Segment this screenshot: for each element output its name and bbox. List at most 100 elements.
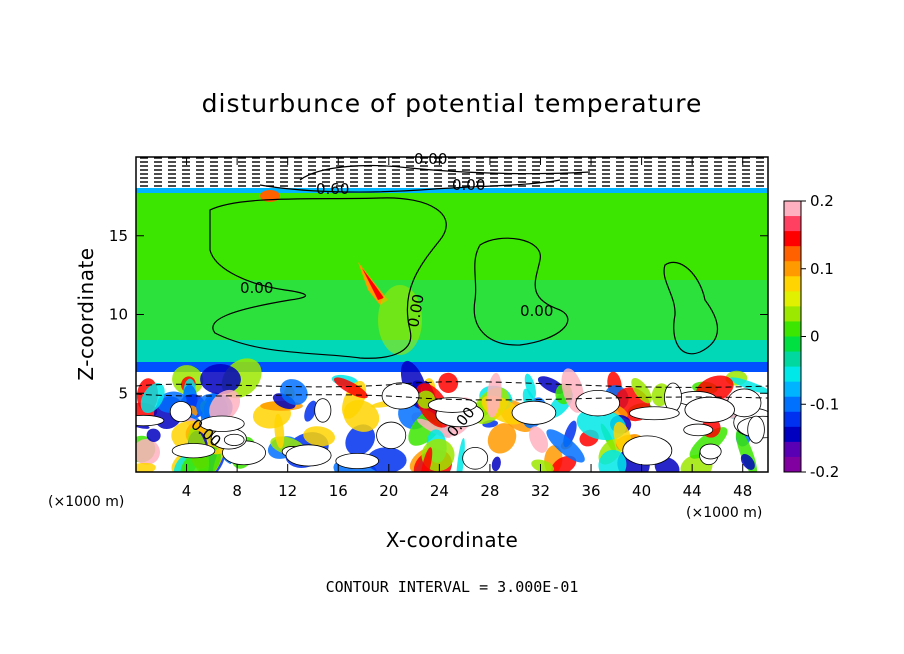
- colorbar-band: [784, 201, 801, 217]
- x-tick-label: 8: [232, 482, 242, 500]
- turbulence-contour: [747, 415, 765, 444]
- colorbar-band: [784, 396, 801, 413]
- turbulence-blob: [524, 373, 536, 399]
- colorbar-band: [784, 276, 801, 292]
- x-tick-label: 12: [278, 482, 297, 500]
- colorbar-band: [784, 366, 801, 383]
- y-tick-label: 15: [109, 227, 128, 245]
- turbulence-contour: [427, 397, 477, 413]
- contour-label: 0.00: [404, 293, 428, 329]
- turbulence-blob: [303, 426, 336, 447]
- turbulence-blob: [456, 437, 465, 472]
- contour-interval-note: CONTOUR INTERVAL = 3.000E-01: [326, 578, 579, 596]
- field-band-blue: [136, 362, 768, 372]
- turbulence-contour: [376, 421, 407, 450]
- colorbar-band: [784, 381, 801, 398]
- turbulence-blob: [598, 449, 627, 472]
- heatmap-field: [136, 157, 768, 472]
- colorbar-band: [784, 261, 801, 277]
- colorbar-band: [784, 351, 801, 368]
- turbulence-contour: [223, 433, 245, 446]
- colorbar-band: [784, 456, 801, 473]
- turbulence-blob: [689, 427, 728, 459]
- turbulence-contour: [511, 400, 557, 425]
- turbulence-blob: [529, 426, 549, 453]
- colorbar-tick-label: -0.1: [810, 395, 839, 413]
- turbulence-blob: [136, 462, 156, 472]
- turbulence-blob: [487, 423, 517, 454]
- colorbar-band: [784, 426, 801, 443]
- turbulence-blob: [333, 377, 368, 399]
- contour-label: 0.00: [520, 302, 553, 320]
- colorbar-band: [784, 216, 801, 232]
- turbulence-blob: [200, 364, 241, 395]
- x-tick-label: 4: [182, 482, 192, 500]
- x-tick-label: 44: [683, 482, 702, 500]
- field-warm-plume-core: [362, 268, 384, 300]
- turbulence-contour: [684, 396, 735, 423]
- x-unit-label-right: (×1000 m): [686, 505, 762, 521]
- contour-0-left: [209, 197, 447, 359]
- turbulence-contour: [136, 414, 165, 427]
- contour-0-right: [663, 261, 718, 355]
- turbulence-blob: [366, 447, 407, 472]
- turbulence-blob: [209, 389, 241, 422]
- turbulence-blob: [486, 372, 502, 418]
- turbulence-blob: [304, 400, 317, 422]
- x-axis-label: X-coordinate: [386, 528, 519, 552]
- turbulence-contour: [199, 415, 245, 432]
- turbulence-blob: [140, 382, 165, 413]
- turbulence-contour: [575, 389, 621, 417]
- turbulence-contour: [699, 443, 722, 460]
- colorbar-band: [784, 321, 801, 337]
- colorbar-tick-label: 0.1: [810, 260, 834, 278]
- x-tick-label: 32: [531, 482, 550, 500]
- chart-title: disturbunce of potential temperature: [202, 89, 703, 118]
- colorbar-band: [784, 336, 801, 353]
- turbulence-blob: [551, 455, 577, 472]
- field-lower-blobs: [136, 358, 768, 472]
- turbulence-contour: [169, 401, 193, 423]
- turbulence-blob: [491, 456, 501, 472]
- colorbar-band: [784, 231, 801, 247]
- turbulence-blob: [343, 400, 380, 432]
- turbulence-blob: [136, 439, 160, 465]
- turbulence-blob: [420, 447, 433, 472]
- y-axis-ticks: 5 10 15: [109, 227, 768, 402]
- contour-neg-2: [136, 393, 768, 401]
- x-tick-label: 28: [480, 482, 499, 500]
- turbulence-contour: [683, 423, 714, 437]
- contour-label: 0.60: [316, 180, 349, 198]
- contour-label: 0.00: [240, 279, 273, 297]
- x-axis-ticks: 4 8 12 16 20 24 28 32 36 40 44 48: [182, 157, 752, 500]
- x-tick-label: 20: [379, 482, 398, 500]
- turbulence-blob: [274, 413, 285, 449]
- contour-neg-1: [136, 381, 768, 388]
- field-top-contours: [136, 157, 768, 191]
- x-tick-label: 48: [733, 482, 752, 500]
- colorbar-band: [784, 291, 801, 307]
- turbulence-blob: [146, 428, 161, 442]
- colorbar-tick-label: -0.2: [810, 463, 839, 481]
- turbulence-contour: [335, 453, 380, 470]
- turbulence-contour: [628, 406, 680, 421]
- y-tick-label: 10: [109, 306, 128, 324]
- y-tick-label: 5: [118, 384, 128, 402]
- colorbar: [784, 201, 801, 473]
- colorbar-band: [784, 411, 801, 428]
- contour-label: 0.00: [414, 150, 447, 168]
- contour-lines: [209, 164, 718, 359]
- colorbar-band: [784, 306, 801, 322]
- turbulence-contour: [381, 382, 420, 410]
- turbulence-blob: [729, 377, 768, 395]
- contour-0-mid: [473, 237, 569, 346]
- contour-top-0: [259, 179, 561, 193]
- colorbar-tick-label: 0: [810, 328, 820, 346]
- contour-lines-negative: [136, 381, 768, 401]
- turbulence-contour: [285, 444, 332, 467]
- x-tick-label: 24: [430, 482, 449, 500]
- turbulence-contour: [622, 435, 673, 466]
- x-tick-label: 36: [581, 482, 600, 500]
- colorbar-tick-label: 0.2: [810, 192, 834, 210]
- turbulence-contour: [462, 446, 489, 470]
